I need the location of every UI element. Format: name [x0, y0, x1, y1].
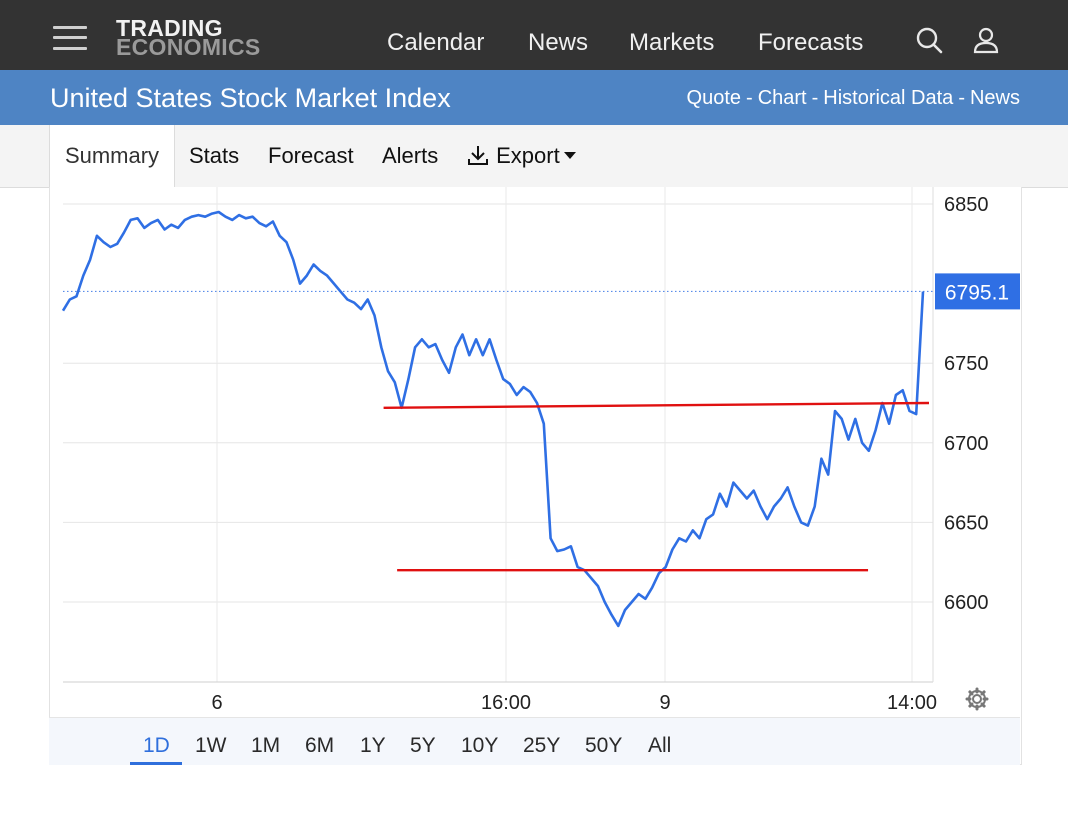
link-chart[interactable]: Chart: [757, 87, 807, 109]
nav-news[interactable]: News: [528, 29, 589, 56]
link-separator: -: [811, 87, 819, 109]
export-label: Export: [496, 143, 560, 168]
y-tick-label: 6750: [944, 353, 989, 375]
y-tick-label: 6600: [944, 592, 989, 614]
price-chart[interactable]: 6 16:00 9 14:00 6600 6650 6700 6750 6850 6795.1: [0, 0, 1068, 717]
x-tick-label: 14:00: [887, 692, 937, 714]
range-10y[interactable]: 10Y: [461, 734, 499, 757]
chart-panel: [49, 187, 1022, 765]
y-tick-label: 6650: [944, 512, 989, 534]
link-separator: -: [746, 87, 753, 109]
last-price-label: 6795.1: [945, 281, 1009, 304]
range-1y[interactable]: 1Y: [360, 734, 386, 757]
y-tick-label: 6700: [944, 433, 989, 455]
y-tick-label: 6850: [944, 194, 989, 216]
logo-line-economics: ECONOMICS: [116, 34, 261, 60]
trend-line-annotation: [383, 401, 930, 409]
link-news[interactable]: News: [969, 87, 1020, 109]
x-tick-label: 6: [211, 692, 222, 714]
link-historical-data[interactable]: Historical Data: [823, 87, 954, 109]
page-title: United States Stock Market Index: [50, 83, 451, 113]
page-title-bar: United States Stock Market Index Quote - C…: [0, 70, 1068, 125]
tab-alerts[interactable]: Alerts: [382, 143, 439, 168]
title-links: Quote - Chart - Historical Data - News: [687, 87, 1020, 110]
tab-forecast[interactable]: Forecast: [268, 143, 354, 168]
nav-forecasts[interactable]: Forecasts: [758, 29, 864, 56]
download-icon: [468, 146, 488, 166]
range-50y[interactable]: 50Y: [585, 734, 623, 757]
link-quote[interactable]: Quote: [686, 87, 742, 109]
link-separator: -: [958, 87, 965, 109]
user-icon[interactable]: [971, 26, 1001, 56]
range-5y[interactable]: 5Y: [410, 734, 436, 757]
range-1d[interactable]: 1D: [143, 734, 170, 757]
menu-icon[interactable]: [53, 25, 87, 51]
range-1m[interactable]: 1M: [251, 734, 281, 757]
tab-export[interactable]: Export: [466, 125, 576, 187]
nav-markets[interactable]: Markets: [629, 29, 715, 56]
range-6m[interactable]: 6M: [305, 734, 335, 757]
x-tick-label: 9: [659, 692, 670, 714]
x-tick-label: 16:00: [481, 692, 531, 714]
search-icon[interactable]: [915, 26, 945, 56]
logo-line-trading: TRADING: [116, 15, 223, 41]
range-all[interactable]: All: [648, 734, 672, 757]
range-25y[interactable]: 25Y: [523, 734, 561, 757]
chevron-down-icon: [563, 152, 576, 160]
tab-summary[interactable]: Summary: [49, 125, 175, 188]
last-price-badge: [935, 273, 1020, 310]
range-1w[interactable]: 1W: [195, 734, 227, 757]
series-line: [61, 210, 925, 628]
top-navigation-bar: TRADING ECONOMICS Calendar News Markets …: [0, 0, 1068, 70]
active-range-indicator: [130, 762, 182, 765]
nav-calendar[interactable]: Calendar: [387, 29, 485, 56]
range-selector: [49, 717, 1020, 765]
gear-icon[interactable]: [964, 686, 990, 712]
tab-stats[interactable]: Stats: [189, 143, 240, 168]
trading-economics-logo[interactable]: TRADING ECONOMICS: [116, 15, 261, 60]
